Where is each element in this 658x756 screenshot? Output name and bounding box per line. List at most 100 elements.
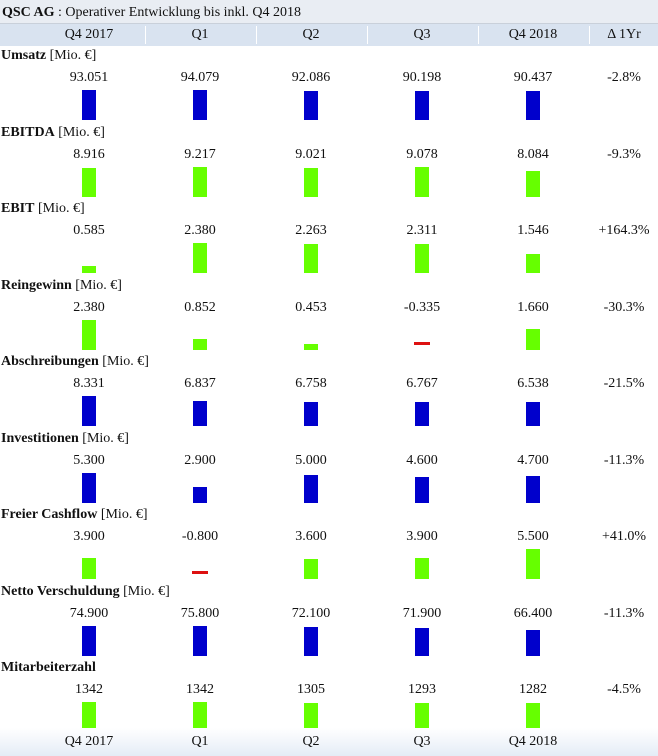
data-label: 90.437	[513, 70, 553, 85]
header-separator	[589, 26, 590, 44]
data-label: 6.758	[295, 376, 327, 391]
bar	[526, 703, 540, 732]
metric-label: EBITDA [Mio. €]	[1, 125, 105, 141]
bar	[415, 244, 429, 273]
bar	[414, 341, 430, 345]
delta-value: -9.3%	[607, 146, 641, 162]
bar	[304, 167, 318, 197]
chart-subtitle: : Operativer Entwicklung bis inkl. Q4 20…	[58, 5, 302, 20]
data-label: 74.900	[69, 605, 109, 621]
bar	[82, 396, 96, 426]
metric-name: Investitionen	[1, 430, 79, 446]
data-label: 94.079	[180, 70, 220, 85]
data-label: 72.100	[291, 605, 331, 621]
column-footer-5: Q4 2018	[508, 734, 558, 749]
data-label: 2.380	[73, 299, 105, 315]
data-label: 5.300	[73, 452, 105, 468]
column-header-1: Q4 2017	[64, 27, 114, 42]
header-separator	[145, 26, 146, 44]
column-header-5: Q4 2018	[508, 27, 558, 42]
data-label: 8.331	[73, 376, 105, 391]
bar	[415, 558, 429, 579]
bar	[304, 91, 318, 120]
bar	[82, 702, 96, 732]
metric-unit: [Mio. €]	[98, 354, 149, 369]
data-label: 5.500	[517, 529, 549, 544]
data-label: 4.700	[517, 452, 549, 468]
bar	[415, 703, 429, 732]
bar	[82, 90, 96, 120]
metric-unit: [Mio. €]	[46, 48, 97, 63]
data-label: 8.084	[517, 146, 549, 162]
bar	[526, 629, 540, 656]
metric-name: Freier Cashflow	[1, 507, 98, 522]
bar	[82, 319, 96, 350]
data-label: 90.198	[402, 70, 442, 85]
data-label: 1305	[297, 682, 325, 697]
bar	[193, 486, 207, 503]
data-label: 9.078	[406, 146, 438, 162]
bar	[193, 401, 207, 426]
bar	[193, 702, 207, 732]
metric-name: Netto Verschuldung	[1, 583, 120, 599]
column-footer-1: Q4 2017	[64, 734, 114, 749]
bar	[415, 476, 429, 503]
metric-label: Reingewinn [Mio. €]	[1, 278, 122, 294]
data-label: 2.311	[406, 223, 438, 238]
data-label: 1.660	[517, 299, 549, 315]
column-footer-row: Q4 2017 Q1 Q2 Q3 Q4 2018	[0, 728, 658, 756]
bar	[193, 90, 207, 120]
metric-label: Mitarbeiterzahl	[1, 660, 96, 676]
bar	[415, 91, 429, 120]
bar	[526, 328, 540, 350]
delta-value: -2.8%	[607, 70, 641, 85]
metric-label: Netto Verschuldung [Mio. €]	[1, 584, 170, 600]
column-footer-2: Q1	[191, 734, 209, 749]
metric-unit: [Mio. €]	[119, 583, 170, 599]
metric-label: Investitionen [Mio. €]	[1, 431, 129, 447]
column-header-4: Q3	[413, 27, 431, 42]
data-label: 2.263	[295, 223, 327, 238]
bar	[82, 558, 96, 579]
column-footer-3: Q2	[302, 734, 320, 749]
data-label: 92.086	[291, 70, 331, 85]
data-label: 2.380	[184, 223, 216, 238]
data-label: 3.900	[73, 529, 105, 544]
column-header-3: Q2	[302, 27, 320, 42]
bar	[82, 625, 96, 656]
bar	[304, 474, 318, 503]
metric-unit: [Mio. €]	[71, 277, 122, 293]
company-name: QSC AG	[2, 5, 55, 20]
data-label: 71.900	[402, 605, 442, 621]
bar	[304, 343, 318, 350]
metric-label: Freier Cashflow [Mio. €]	[1, 507, 147, 523]
data-label: 6.538	[517, 376, 549, 391]
metric-unit: [Mio. €]	[54, 124, 105, 140]
metric-name: Reingewinn	[1, 277, 72, 293]
data-label: 0.852	[184, 299, 216, 315]
metric-label: Abschreibungen [Mio. €]	[1, 354, 149, 370]
header-separator	[256, 26, 257, 44]
data-label: -0.335	[403, 299, 441, 315]
bar	[526, 170, 540, 197]
metric-name: EBIT	[1, 201, 35, 216]
data-label: -0.800	[181, 529, 219, 544]
data-label: 0.585	[73, 223, 105, 238]
bar	[304, 402, 318, 426]
chart-title: QSC AG : Operativer Entwicklung bis inkl…	[0, 0, 658, 24]
header-separator	[478, 26, 479, 44]
metric-name: Umsatz	[1, 48, 47, 63]
data-label: 3.600	[295, 529, 327, 544]
data-label: 1342	[186, 682, 214, 697]
bar	[82, 167, 96, 197]
bar	[526, 254, 540, 273]
data-label: 9.021	[295, 146, 327, 162]
data-label: 66.400	[513, 605, 553, 621]
data-label: 1293	[408, 682, 436, 697]
metric-name: Mitarbeiterzahl	[1, 660, 96, 675]
bar	[304, 703, 318, 732]
header-separator	[367, 26, 368, 44]
metric-unit: [Mio. €]	[34, 201, 85, 216]
delta-value: -11.3%	[603, 452, 645, 468]
data-label: 2.900	[184, 452, 216, 468]
